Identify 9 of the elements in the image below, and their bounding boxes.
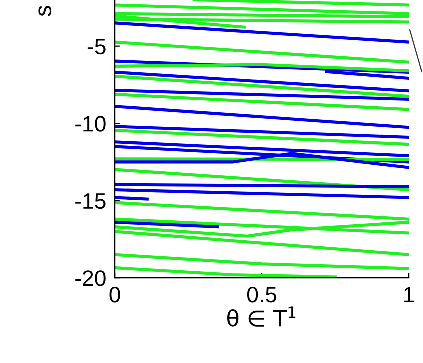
y-tick-label: -5 <box>88 39 106 55</box>
x-tick-label: 0.5 <box>247 286 277 303</box>
y-tick-label: -10 <box>76 116 106 132</box>
x-axis-title: θ ∈ T$^{1}$ <box>227 306 296 327</box>
y-tick-label: -20 <box>76 270 106 286</box>
x-tick-label: 0 <box>110 286 120 303</box>
x-tick-label: 1 <box>404 287 414 302</box>
y-axis-title: s <box>38 6 52 16</box>
y-tick-label: -15 <box>76 194 106 210</box>
